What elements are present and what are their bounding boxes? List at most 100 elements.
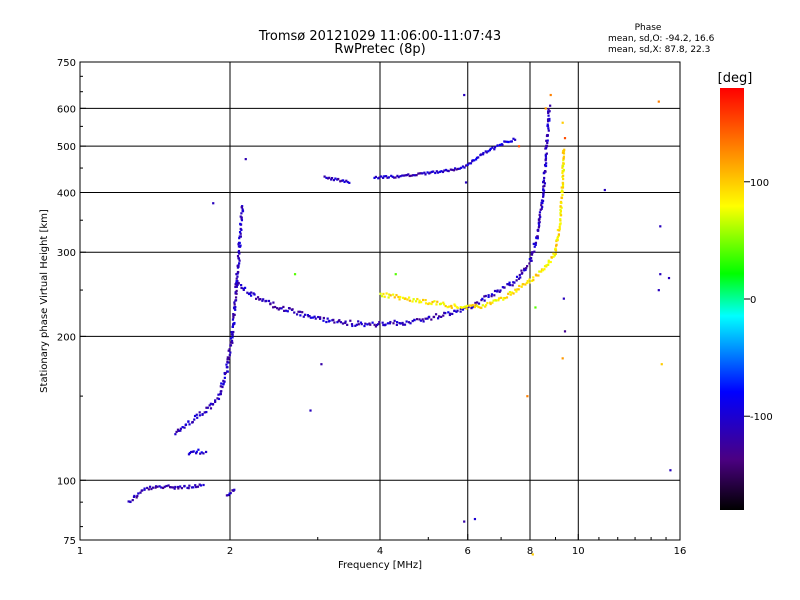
- trace-o-point: [444, 312, 447, 315]
- trace-o-point: [233, 301, 236, 304]
- trace-x-point: [453, 303, 456, 306]
- trace-o-point: [543, 171, 546, 175]
- trace-x-point: [444, 304, 447, 308]
- trace-o-point: [297, 310, 300, 313]
- trace-x-point: [465, 307, 468, 310]
- trace-x-point: [379, 292, 382, 295]
- trace-o-point: [515, 279, 518, 282]
- trace-o-point: [477, 156, 480, 159]
- trace-x-point: [540, 270, 543, 273]
- trace-o-point: [547, 127, 550, 130]
- trace-o-point: [239, 244, 242, 247]
- trace-o-point: [205, 406, 208, 409]
- trace-x-point: [505, 296, 509, 299]
- trace-x-point: [552, 252, 555, 255]
- trace-o-point: [384, 323, 387, 326]
- trace-o-point: [309, 316, 312, 319]
- trace-x-point: [561, 186, 565, 189]
- trace-o-point: [388, 322, 392, 325]
- trace-o-point: [253, 293, 256, 296]
- trace-o-point: [530, 253, 534, 256]
- trace-o-point: [542, 189, 546, 192]
- trace-o-point: [255, 297, 258, 300]
- trace-o-point: [240, 286, 243, 290]
- trace-o-point: [229, 351, 232, 354]
- trace-o-point: [225, 494, 229, 497]
- trace-x-point: [418, 301, 421, 304]
- trace-o-point: [415, 174, 418, 177]
- trace-o-point: [413, 319, 416, 322]
- trace-o-point: [186, 486, 189, 489]
- trace-o-point: [429, 171, 432, 174]
- colorbar-gradient: [720, 88, 744, 510]
- trace-o-point: [533, 245, 536, 248]
- trace-o-point: [209, 402, 212, 405]
- trace-o-point: [225, 363, 228, 366]
- trace-o-point: [404, 174, 407, 177]
- trace-o-point: [239, 222, 242, 226]
- trace-o-point: [219, 392, 222, 396]
- trace-o-point: [195, 450, 198, 453]
- trace-o-point: [235, 285, 238, 288]
- trace-o-point: [504, 140, 507, 143]
- trace-o-point: [235, 277, 238, 280]
- trace-x-point: [389, 294, 392, 297]
- trace-o-point: [366, 323, 369, 326]
- trace-x-point: [406, 298, 409, 301]
- trace-o-point: [346, 180, 349, 184]
- trace-o-point: [198, 411, 201, 414]
- trace-o-point: [340, 179, 343, 182]
- trace-o-point: [276, 307, 279, 310]
- trace-o-point: [483, 295, 486, 298]
- y-tick-label-75: 75: [63, 536, 76, 547]
- scatter-point: [517, 145, 521, 148]
- trace-o-point: [395, 323, 398, 326]
- trace-o-point: [441, 170, 445, 174]
- trace-x-point: [382, 292, 385, 296]
- trace-o-point: [333, 321, 336, 324]
- trace-o-point: [141, 489, 144, 492]
- trace-o-point: [518, 273, 521, 277]
- trace-o-point: [188, 484, 191, 487]
- trace-o-point: [233, 313, 236, 316]
- trace-o-point: [156, 485, 159, 488]
- trace-o-point: [386, 322, 390, 325]
- scatter-point: [603, 188, 606, 192]
- trace-o-point: [421, 172, 424, 175]
- trace-o-point: [447, 169, 450, 173]
- trace-o-point: [538, 221, 541, 224]
- trace-o-point: [519, 276, 522, 279]
- trace-o-point: [383, 175, 386, 178]
- trace-o-point: [337, 177, 340, 181]
- trace-x-point: [454, 304, 457, 307]
- trace-o-point: [541, 199, 545, 203]
- trace-o-point: [238, 259, 241, 262]
- trace-x-point: [554, 249, 558, 252]
- trace-o-point: [177, 429, 180, 432]
- trace-o-point: [537, 222, 540, 225]
- trace-o-point: [449, 312, 452, 315]
- trace-x-point: [559, 201, 562, 204]
- trace-o-point: [465, 164, 468, 167]
- trace-o-point: [459, 307, 462, 310]
- trace-o-point: [295, 313, 299, 316]
- trace-o-point: [432, 170, 435, 173]
- trace-x-point: [401, 296, 405, 299]
- trace-x-point: [561, 193, 564, 197]
- trace-x-point: [522, 283, 525, 286]
- trace-x-point: [508, 290, 512, 294]
- trace-o-point: [506, 283, 509, 286]
- trace-o-point: [217, 397, 221, 401]
- trace-o-point: [332, 179, 336, 182]
- phase-x-stats: mean, sd,X: 87.8, 22.3: [608, 45, 710, 55]
- trace-o-point: [304, 313, 307, 316]
- trace-o-point: [187, 453, 191, 456]
- trace-o-point: [421, 318, 424, 321]
- trace-o-point: [232, 314, 235, 318]
- scatter-point: [563, 137, 567, 140]
- trace-o-point: [405, 320, 408, 323]
- trace-o-point: [350, 323, 354, 326]
- trace-x-point: [558, 227, 561, 231]
- chart-subtitle: RwPretec (8p): [334, 42, 425, 57]
- trace-o-point: [233, 303, 236, 306]
